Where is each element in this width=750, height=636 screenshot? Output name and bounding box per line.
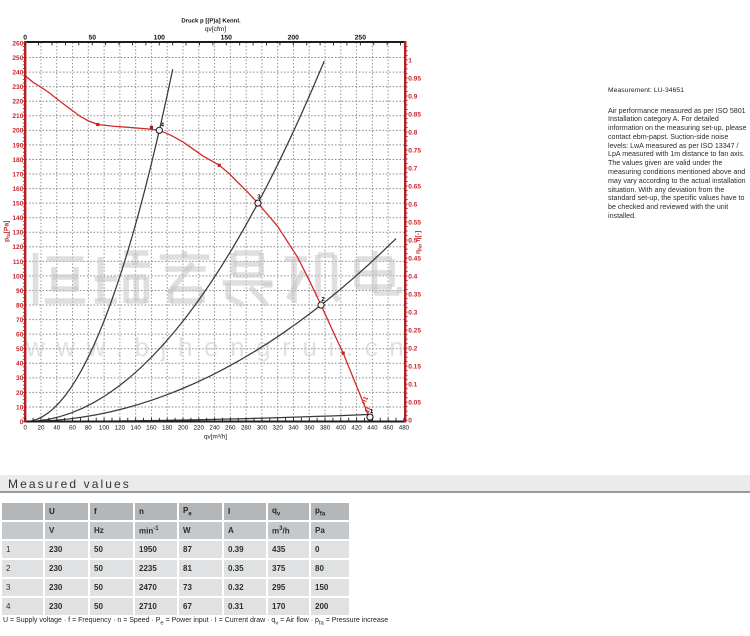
svg-text:250: 250 — [12, 55, 23, 62]
svg-text:40: 40 — [53, 425, 60, 432]
svg-text:www.bjhengrui.cn: www.bjhengrui.cn — [25, 332, 415, 362]
svg-text:320: 320 — [273, 425, 284, 432]
svg-text:Druck p [(P)a] Kennl.: Druck p [(P)a] Kennl. — [181, 18, 241, 25]
svg-text:280: 280 — [241, 425, 252, 432]
svg-text:80: 80 — [85, 425, 92, 432]
svg-text:2: 2 — [321, 296, 325, 303]
svg-text:0.3: 0.3 — [408, 310, 417, 317]
svg-text:0.7: 0.7 — [408, 165, 417, 172]
svg-text:260: 260 — [225, 425, 236, 432]
svg-text:40: 40 — [16, 361, 24, 368]
svg-text:300: 300 — [257, 425, 268, 432]
svg-text:130: 130 — [12, 230, 23, 237]
svg-text:70: 70 — [16, 317, 24, 324]
svg-text:150: 150 — [221, 35, 233, 42]
svg-text:0.5: 0.5 — [408, 237, 417, 244]
svg-text:50: 50 — [16, 346, 24, 353]
svg-text:3: 3 — [257, 193, 261, 200]
svg-text:0.75: 0.75 — [408, 147, 421, 154]
svg-text:pfa[Pa]: pfa[Pa] — [4, 221, 12, 242]
svg-text:30: 30 — [16, 375, 24, 382]
svg-text:160: 160 — [12, 186, 23, 193]
svg-text:0: 0 — [20, 419, 24, 426]
svg-text:400: 400 — [336, 425, 347, 432]
svg-text:240: 240 — [12, 70, 23, 77]
svg-text:200: 200 — [12, 128, 23, 135]
svg-text:0.1: 0.1 — [408, 382, 417, 389]
svg-text:0.45: 0.45 — [408, 255, 421, 262]
svg-text:180: 180 — [162, 425, 173, 432]
svg-text:140: 140 — [130, 425, 141, 432]
svg-text:360: 360 — [304, 425, 315, 432]
svg-text:180: 180 — [12, 157, 23, 164]
svg-text:100: 100 — [99, 425, 110, 432]
svg-text:0.05: 0.05 — [408, 400, 421, 407]
svg-text:0: 0 — [23, 35, 27, 42]
svg-text:150: 150 — [12, 201, 23, 208]
svg-text:20: 20 — [38, 425, 45, 432]
svg-text:0.2: 0.2 — [408, 346, 417, 353]
svg-text:0.55: 0.55 — [408, 219, 421, 226]
svg-text:0.4: 0.4 — [408, 273, 417, 280]
svg-text:0.8: 0.8 — [408, 129, 417, 136]
svg-text:90: 90 — [16, 288, 24, 295]
svg-text:240: 240 — [209, 425, 220, 432]
svg-text:1: 1 — [408, 57, 412, 64]
svg-text:230: 230 — [12, 84, 23, 91]
svg-text:60: 60 — [16, 332, 24, 339]
svg-text:0.15: 0.15 — [408, 364, 421, 371]
svg-text:480: 480 — [399, 425, 410, 432]
svg-text:qv[cfm]: qv[cfm] — [205, 26, 226, 33]
svg-text:200: 200 — [178, 425, 189, 432]
svg-text:220: 220 — [12, 99, 23, 106]
svg-text:n1: n1 — [360, 395, 370, 405]
svg-text:0.65: 0.65 — [408, 183, 421, 190]
svg-text:460: 460 — [383, 425, 394, 432]
svg-text:0.35: 0.35 — [408, 292, 421, 299]
svg-text:qv[m³/h]: qv[m³/h] — [204, 434, 227, 441]
svg-text:250: 250 — [355, 35, 367, 42]
svg-text:80: 80 — [16, 302, 24, 309]
svg-text:0: 0 — [408, 418, 412, 425]
svg-text:60: 60 — [69, 425, 76, 432]
svg-text:1: 1 — [370, 408, 374, 415]
svg-text:0: 0 — [23, 425, 27, 432]
svg-text:380: 380 — [320, 425, 331, 432]
svg-text:0.25: 0.25 — [408, 328, 421, 335]
svg-text:ηfa, η[-]: ηfa, η[-] — [415, 231, 423, 254]
svg-text:120: 120 — [115, 425, 126, 432]
svg-text:0.95: 0.95 — [408, 75, 421, 82]
svg-text:10: 10 — [16, 404, 24, 411]
svg-text:4: 4 — [161, 121, 165, 128]
svg-text:190: 190 — [12, 142, 23, 149]
svg-text:420: 420 — [351, 425, 362, 432]
svg-text:340: 340 — [288, 425, 299, 432]
svg-text:120: 120 — [12, 244, 23, 251]
svg-text:200: 200 — [288, 35, 300, 42]
svg-text:0.85: 0.85 — [408, 111, 421, 118]
svg-text:100: 100 — [154, 35, 166, 42]
svg-text:100: 100 — [12, 273, 23, 280]
svg-text:0.6: 0.6 — [408, 201, 417, 208]
svg-text:210: 210 — [12, 113, 23, 120]
svg-text:140: 140 — [12, 215, 23, 222]
svg-text:440: 440 — [367, 425, 378, 432]
svg-text:160: 160 — [146, 425, 157, 432]
svg-text:220: 220 — [194, 425, 205, 432]
svg-text:110: 110 — [13, 259, 24, 266]
svg-text:1f: 1f — [364, 405, 373, 414]
svg-text:170: 170 — [12, 171, 23, 178]
svg-text:50: 50 — [88, 35, 96, 42]
svg-text:20: 20 — [16, 390, 24, 397]
svg-text:0.9: 0.9 — [408, 93, 417, 100]
svg-text:260: 260 — [12, 40, 23, 47]
